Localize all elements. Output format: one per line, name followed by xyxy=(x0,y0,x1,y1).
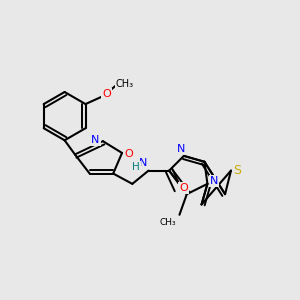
Text: S: S xyxy=(233,164,242,177)
Text: N: N xyxy=(177,144,186,154)
Text: CH₃: CH₃ xyxy=(115,79,134,89)
Text: N: N xyxy=(91,135,100,145)
Text: N: N xyxy=(139,158,147,168)
Text: H: H xyxy=(132,162,140,172)
Text: CH₃: CH₃ xyxy=(159,218,176,227)
Text: O: O xyxy=(179,183,188,193)
Text: O: O xyxy=(124,148,133,158)
Text: N: N xyxy=(210,176,218,186)
Text: O: O xyxy=(102,89,111,99)
